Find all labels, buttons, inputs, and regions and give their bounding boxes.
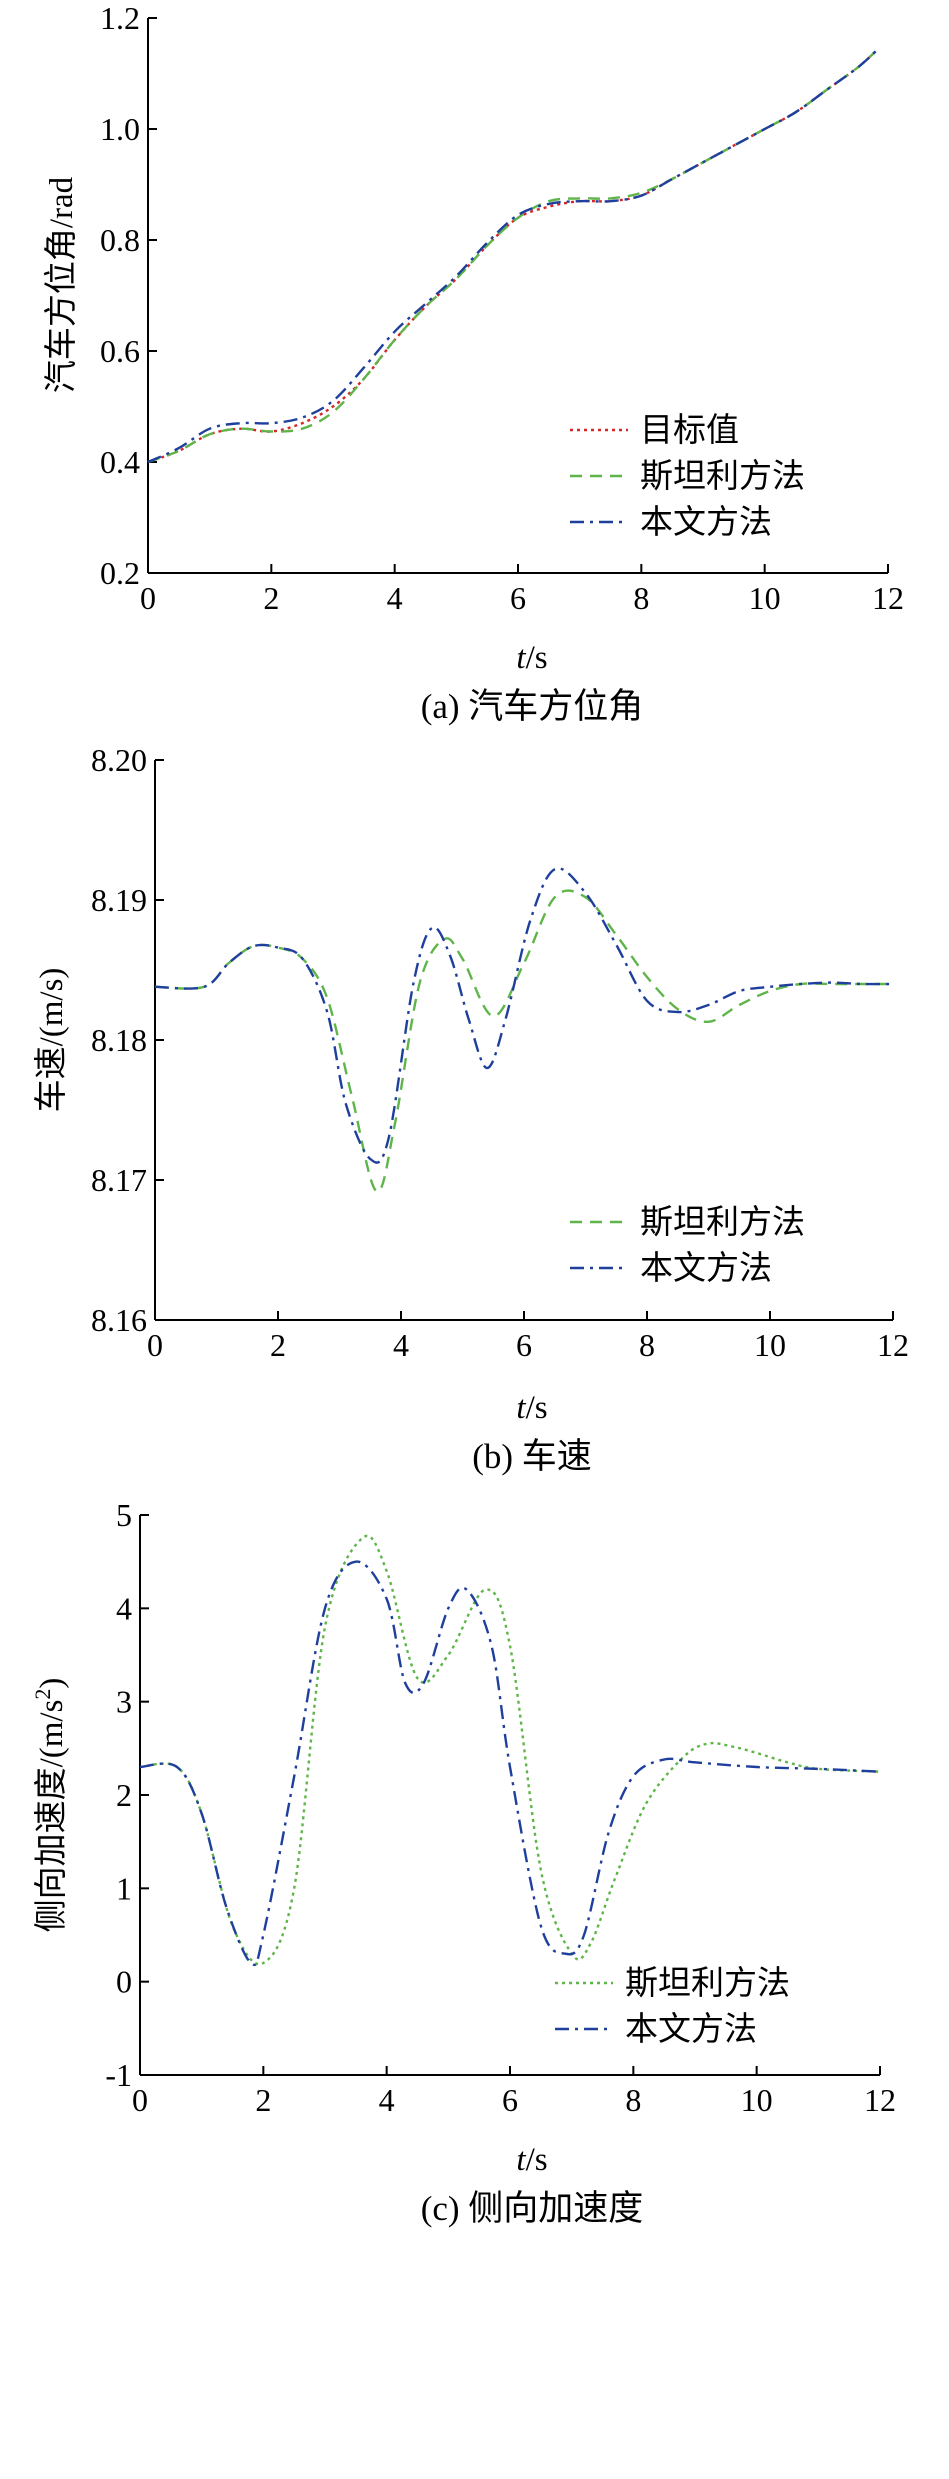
legend-label: 本文方法 bbox=[625, 2011, 757, 2048]
x-tick-label: 12 bbox=[877, 1327, 909, 1363]
x-tick-label: 8 bbox=[625, 2082, 641, 2118]
panel-a-azimuth: 0 2 4 6 8 10 120.20.40.60.81.01.2目标值斯坦利方法本文方法 … bbox=[43, 0, 904, 726]
y-tick-label: 8.19 bbox=[91, 882, 147, 918]
panel-c-ylabel: 侧向加速度/(m/s2) bbox=[30, 1678, 70, 1933]
y-tick-label: 0.2 bbox=[100, 555, 140, 591]
x-tick-label: 2 bbox=[255, 2082, 271, 2118]
x-tick-label: 8 bbox=[639, 1327, 655, 1363]
panel-a-xlabel: t/s bbox=[516, 640, 547, 676]
x-tick-label: 10 bbox=[749, 580, 781, 616]
series-line-0 bbox=[139, 1534, 881, 1966]
y-tick-label: 0.4 bbox=[100, 444, 140, 480]
legend-label: 斯坦利方法 bbox=[640, 458, 805, 495]
legend-label: 本文方法 bbox=[640, 1250, 772, 1287]
legend-label: 本文方法 bbox=[640, 504, 772, 541]
x-tick-label: 12 bbox=[872, 580, 904, 616]
y-tick-label: 1.2 bbox=[100, 0, 140, 36]
panel-a-ylabel: 汽车方位角/rad bbox=[43, 176, 80, 393]
y-tick-label: 8.20 bbox=[91, 742, 147, 778]
x-tick-label: 4 bbox=[387, 580, 403, 616]
x-tick-label: 4 bbox=[393, 1327, 409, 1363]
y-tick-label: 4 bbox=[116, 1590, 132, 1626]
y-tick-label: 8.18 bbox=[91, 1022, 147, 1058]
y-tick-label: 1.0 bbox=[100, 111, 140, 147]
x-tick-label: 8 bbox=[633, 580, 649, 616]
y-tick-label: 5 bbox=[116, 1497, 132, 1533]
y-tick-label: 8.16 bbox=[91, 1302, 147, 1338]
x-tick-label: 10 bbox=[741, 2082, 773, 2118]
panel-a-caption: (a) 汽车方位角 bbox=[421, 687, 644, 726]
panel-b-xlabel: t/s bbox=[516, 1390, 547, 1426]
x-tick-label: 10 bbox=[754, 1327, 786, 1363]
x-tick-label: 2 bbox=[270, 1327, 286, 1363]
series-line-0 bbox=[147, 50, 877, 464]
y-tick-label: 3 bbox=[116, 1684, 132, 1720]
legend-label: 斯坦利方法 bbox=[640, 1204, 805, 1241]
x-tick-label: 0 bbox=[147, 1327, 163, 1363]
y-tick-label: 8.17 bbox=[91, 1162, 147, 1198]
series-line-1 bbox=[154, 867, 894, 1164]
y-tick-label: 0.6 bbox=[100, 333, 140, 369]
x-tick-label: 0 bbox=[140, 580, 156, 616]
y-tick-label: 0 bbox=[116, 1964, 132, 2000]
x-tick-label: 6 bbox=[510, 580, 526, 616]
x-tick-label: 4 bbox=[379, 2082, 395, 2118]
x-tick-label: 6 bbox=[502, 2082, 518, 2118]
series-line-1 bbox=[139, 1560, 881, 1967]
y-tick-label: 2 bbox=[116, 1777, 132, 1813]
x-tick-label: 0 bbox=[132, 2082, 148, 2118]
x-tick-label: 6 bbox=[516, 1327, 532, 1363]
y-tick-label: -1 bbox=[105, 2057, 132, 2093]
panel-c-caption: (c) 侧向加速度 bbox=[421, 2189, 644, 2228]
panel-b-caption: (b) 车速 bbox=[472, 1437, 592, 1476]
x-tick-label: 2 bbox=[263, 580, 279, 616]
series-line-0 bbox=[154, 889, 893, 1193]
y-tick-label: 1 bbox=[116, 1870, 132, 1906]
panel-c-xlabel: t/s bbox=[516, 2142, 547, 2178]
panel-b-ylabel: 车速/(m/s) bbox=[33, 968, 70, 1113]
x-tick-label: 12 bbox=[864, 2082, 896, 2118]
y-tick-label: 0.8 bbox=[100, 222, 140, 258]
series-line-1 bbox=[147, 50, 877, 464]
series-line-2 bbox=[147, 50, 877, 464]
legend-label: 斯坦利方法 bbox=[625, 1965, 790, 2002]
legend-label: 目标值 bbox=[640, 412, 739, 449]
